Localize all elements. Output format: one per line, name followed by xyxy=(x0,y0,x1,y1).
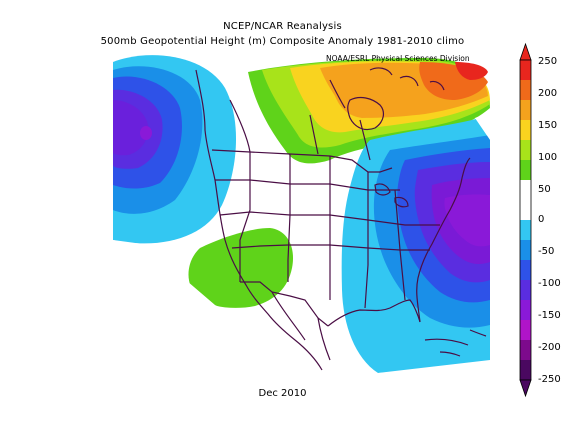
gulf-coast xyxy=(327,299,421,327)
state-line-4 xyxy=(364,172,369,309)
colorbar-segment xyxy=(520,360,531,381)
political-boundaries xyxy=(195,67,487,371)
colorbar-segment xyxy=(520,80,531,101)
colorbar-tick-minus-50: -50 xyxy=(538,246,554,257)
colorbar-tick-200: 200 xyxy=(538,88,557,99)
colorbar-tick-minus-150: -150 xyxy=(538,310,561,321)
date-label: Dec 2010 xyxy=(258,388,307,399)
colorbar-ticks: 250 200 150 100 50 0 -50 -100 -150 -200 … xyxy=(538,56,561,385)
state-line-1 xyxy=(239,152,251,282)
colorbar-segment xyxy=(520,140,531,161)
mexico-interior xyxy=(271,291,331,361)
colorbar-segment xyxy=(520,100,531,121)
colorbar-segment xyxy=(520,280,531,301)
colorbar-tick-150: 150 xyxy=(538,120,557,131)
great-lakes xyxy=(374,183,409,208)
colorbar-segment xyxy=(520,180,531,201)
colorbar-tick-minus-200: -200 xyxy=(538,342,561,353)
colorbar-segment xyxy=(520,340,531,361)
colorbar-segments xyxy=(519,42,532,398)
colorbar-tick-minus-100: -100 xyxy=(538,278,561,289)
chart-subtitle: 500mb Geopotential Height (m) Composite … xyxy=(100,36,465,47)
colorbar-tick-50: 50 xyxy=(538,184,551,195)
colorbar-segment xyxy=(520,160,531,181)
colorbar-segment xyxy=(520,300,531,321)
pacific-negative-anomaly xyxy=(113,55,237,244)
colorbar-segment xyxy=(520,120,531,141)
colorbar-tick-250: 250 xyxy=(538,56,557,67)
canada-us-border xyxy=(211,149,393,173)
caribbean-islands xyxy=(424,329,487,357)
colorbar-top-arrow xyxy=(519,42,532,61)
colorbar-tick-100: 100 xyxy=(538,152,557,163)
credit-label: NOAA/ESRL Physical Sciences Division xyxy=(326,54,470,63)
colorbar-segment xyxy=(520,220,531,241)
colorbar-segment xyxy=(520,60,531,81)
chart-title: NCEP/NCAR Reanalysis xyxy=(223,21,342,32)
canada-interior xyxy=(229,79,371,161)
colorbar-segment xyxy=(520,240,531,261)
state-line-6 xyxy=(219,211,440,226)
hudson-bay xyxy=(347,96,385,131)
colorbar-bottom-arrow xyxy=(519,379,532,398)
arctic-islands xyxy=(369,67,445,91)
colorbar-segment xyxy=(520,200,531,221)
state-line-8 xyxy=(394,189,406,301)
colorbar-tick-minus-250: -250 xyxy=(538,374,561,385)
colorbar-tick-0: 0 xyxy=(538,214,544,225)
colorbar-segment xyxy=(520,260,531,281)
east-coast xyxy=(416,157,471,323)
state-line-5 xyxy=(215,179,400,191)
coastline-west xyxy=(195,69,323,371)
colorbar-segment xyxy=(520,320,531,341)
